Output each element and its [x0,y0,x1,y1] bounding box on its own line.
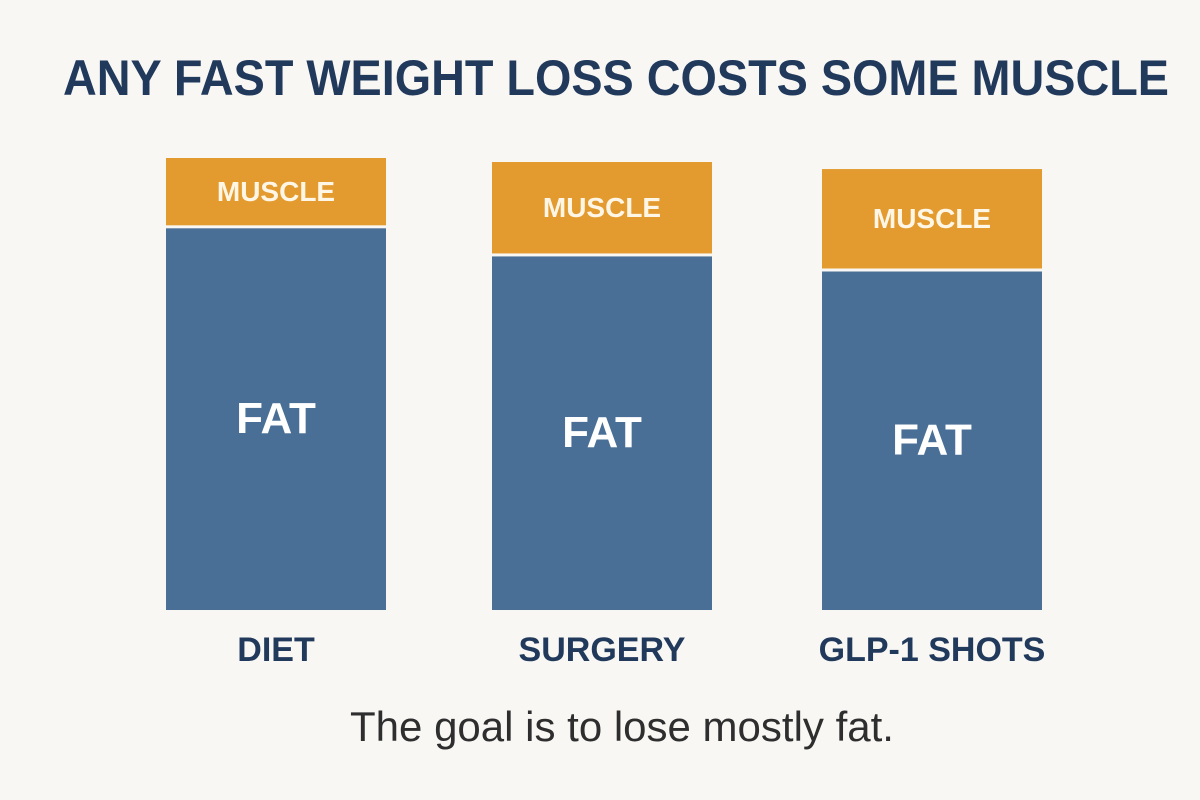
segment-label: MUSCLE [217,176,335,207]
segment-label: FAT [892,415,972,464]
segment-label: FAT [562,408,642,457]
segment-label: FAT [236,394,316,443]
subtitle: The goal is to lose mostly fat. [350,703,894,750]
segment-label: MUSCLE [543,192,661,223]
bar-segment [166,158,386,226]
bar-segment [822,271,1042,610]
x-tick-label: GLP-1 SHOTS [819,631,1046,669]
bar-segment [166,228,386,611]
segment-label: MUSCLE [873,203,991,234]
bar-segment [492,256,712,610]
bar-segment [822,169,1042,269]
chart-title: ANY FAST WEIGHT LOSS COSTS SOME MUSCLE [63,50,1169,106]
x-tick-label: DIET [237,631,315,669]
x-tick-label: SURGERY [519,631,686,669]
bar-segment [492,162,712,254]
